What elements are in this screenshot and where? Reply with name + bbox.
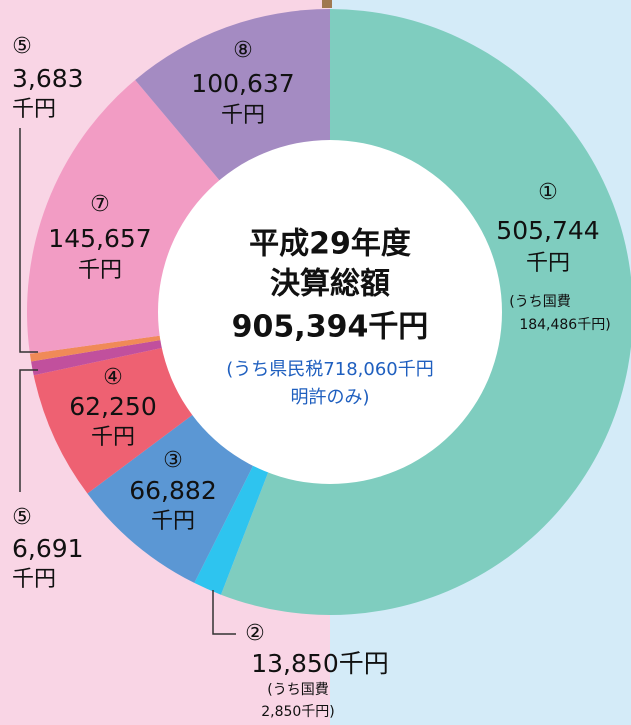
center-title: 平成29年度 [249,227,411,262]
category-label: ⑤ [12,505,32,530]
center-note: (うち県民税718,060千円 [226,359,433,380]
unit-label: 千円 [91,425,135,450]
center-title: 決算総額 [270,267,390,302]
unit-label: 千円 [526,251,570,276]
unit-label: 千円 [12,97,56,122]
value-label: 145,657 [48,224,151,253]
value-label: 66,882 [129,476,216,505]
value-label: 505,744 [496,216,599,245]
category-label: ④ [103,365,123,390]
category-label: ③ [163,448,183,473]
unit-label: 千円 [12,567,56,592]
category-label: ⑤ [12,34,32,59]
note: (うち国費 [509,294,570,310]
category-label: ② [245,621,265,646]
category-label: ⑦ [90,192,110,217]
category-label: ① [538,180,558,205]
leader-line [19,128,38,353]
center-total: 905,394千円 [232,310,429,345]
unit-label: 千円 [78,258,122,283]
unit-label: 千円 [151,509,195,534]
decoration [322,0,332,8]
value-label: 100,637 [191,69,294,98]
value-label: 6,691 [12,534,84,563]
leader-line [212,590,236,635]
note: 184,486千円) [519,317,610,333]
value-label: 3,683 [12,64,84,93]
category-label: ⑧ [233,38,253,63]
note: 2,850千円) [261,704,335,720]
note: (うち国費 [267,682,328,698]
donut-hole [158,140,502,484]
leader-line [19,369,38,492]
value-label: 62,250 [69,392,156,421]
value-label: 13,850千円 [251,649,388,678]
unit-label: 千円 [221,103,265,128]
center-note: 明許のみ) [290,387,369,408]
